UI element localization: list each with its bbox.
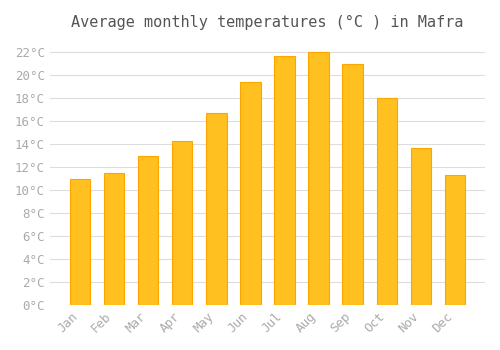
Bar — [410, 148, 431, 305]
Bar — [376, 98, 397, 305]
Bar — [172, 141, 193, 305]
Bar — [308, 52, 329, 305]
Bar — [138, 156, 158, 305]
Bar — [206, 113, 227, 305]
Bar — [240, 82, 260, 305]
Bar — [342, 64, 363, 305]
Bar — [445, 175, 465, 305]
Bar — [274, 56, 294, 305]
Title: Average monthly temperatures (°C ) in Mafra: Average monthly temperatures (°C ) in Ma… — [71, 15, 464, 30]
Bar — [70, 179, 90, 305]
Bar — [104, 173, 124, 305]
